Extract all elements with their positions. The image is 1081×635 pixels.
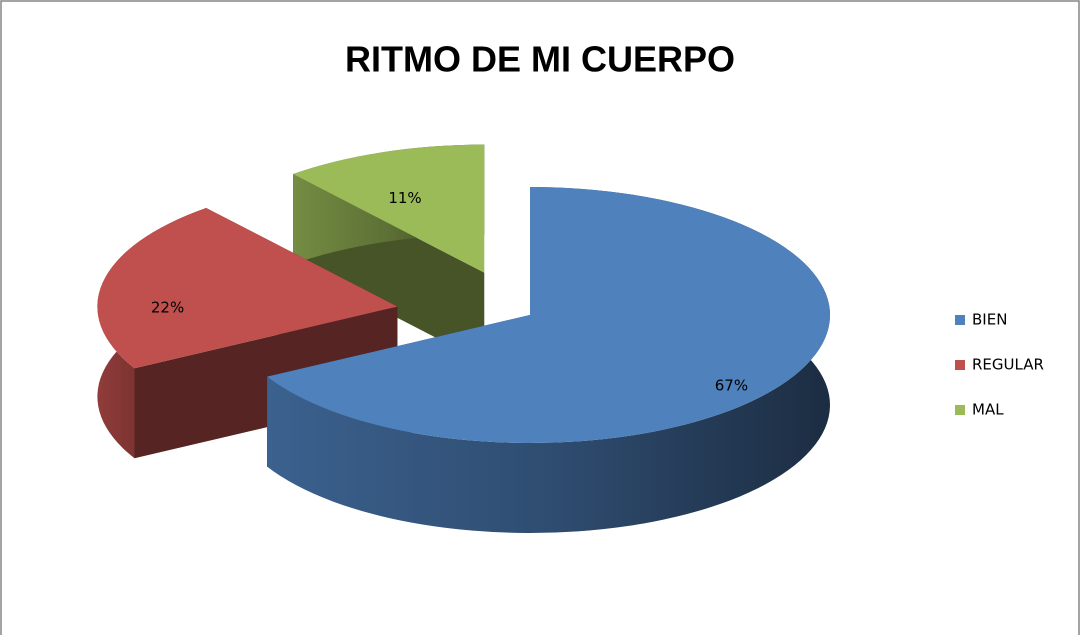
chart-title: RITMO DE MI CUERPO bbox=[345, 39, 735, 80]
data-label: 11% bbox=[388, 189, 421, 207]
data-label: 67% bbox=[715, 376, 748, 394]
legend-label: REGULAR bbox=[972, 356, 1044, 374]
data-label: 22% bbox=[151, 298, 184, 316]
slice bbox=[267, 187, 831, 443]
legend-swatch bbox=[955, 315, 965, 325]
slice bbox=[97, 207, 398, 369]
legend-swatch bbox=[955, 405, 965, 415]
legend-label: MAL bbox=[972, 401, 1004, 419]
legend-label: BIEN bbox=[972, 311, 1007, 329]
legend-swatch bbox=[955, 360, 965, 370]
slice bbox=[293, 144, 485, 273]
